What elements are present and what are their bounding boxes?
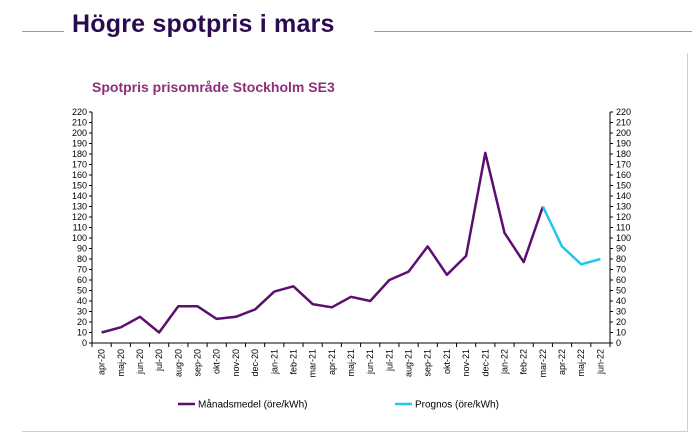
y-tick-label-right: 150	[616, 181, 631, 191]
x-tick-label: dec-20	[250, 349, 260, 377]
y-tick-label-right: 170	[616, 160, 631, 170]
y-tick-label-left: 160	[72, 170, 87, 180]
y-tick-label-left: 70	[77, 265, 87, 275]
y-tick-label-left: 170	[72, 160, 87, 170]
y-tick-label-left: 100	[72, 233, 87, 243]
x-tick-label: mar-22	[538, 349, 548, 378]
x-tick-label: sep-21	[423, 349, 433, 377]
y-tick-label-right: 140	[616, 191, 631, 201]
y-tick-label-left: 110	[73, 223, 87, 233]
x-tick-label: feb-22	[519, 349, 529, 375]
x-tick-label: okt-20	[212, 349, 222, 374]
x-tick-label: jul-21	[384, 349, 394, 372]
x-tick-label: apr-22	[557, 349, 567, 375]
y-tick-label-right: 160	[616, 170, 631, 180]
x-tick-label: jan-21	[269, 349, 279, 375]
y-tick-label-right: 20	[616, 317, 626, 327]
x-tick-label: okt-21	[442, 349, 452, 374]
y-tick-label-right: 220	[616, 107, 631, 117]
y-tick-label-left: 50	[77, 286, 87, 296]
page-headline: Högre spotpris i mars	[72, 10, 335, 38]
y-tick-label-right: 120	[616, 212, 631, 222]
x-tick-label: apr-21	[327, 349, 337, 375]
x-tick-label: sep-20	[193, 349, 203, 377]
x-tick-label: jun-22	[595, 349, 605, 375]
chart-frame	[22, 53, 688, 432]
x-tick-label: feb-21	[288, 349, 298, 375]
y-tick-label-right: 100	[616, 233, 631, 243]
x-tick-label: jan-22	[499, 349, 509, 375]
headline-rule-left	[22, 31, 64, 32]
x-tick-label: maj-20	[116, 349, 126, 377]
y-tick-label-left: 180	[72, 149, 87, 159]
x-tick-label: nov-20	[231, 349, 241, 377]
y-tick-label-right: 110	[616, 223, 630, 233]
y-tick-label-left: 40	[77, 296, 87, 306]
x-tick-label: apr-20	[97, 349, 107, 375]
y-tick-label-left: 20	[77, 317, 87, 327]
y-tick-label-right: 180	[616, 149, 631, 159]
y-tick-label-right: 30	[616, 307, 626, 317]
x-tick-label: mar-21	[308, 349, 318, 378]
y-tick-label-right: 70	[616, 265, 626, 275]
y-tick-label-left: 190	[72, 139, 87, 149]
y-tick-label-left: 150	[72, 181, 87, 191]
y-tick-label-right: 10	[616, 328, 626, 338]
y-tick-label-right: 90	[616, 244, 626, 254]
series-line-manadsmedel	[101, 151, 545, 334]
x-tick-label: aug-20	[173, 349, 183, 377]
y-tick-label-left: 200	[72, 128, 87, 138]
y-tick-label-left: 30	[77, 307, 87, 317]
x-tick-label: jul-20	[154, 349, 164, 372]
y-tick-label-right: 0	[616, 338, 621, 348]
y-tick-label-left: 80	[77, 254, 87, 264]
x-tick-label: aug-21	[404, 349, 414, 377]
y-tick-label-left: 0	[82, 338, 87, 348]
x-tick-label: maj-21	[346, 349, 356, 377]
y-tick-label-right: 200	[616, 128, 631, 138]
x-tick-label: dec-21	[480, 349, 490, 377]
chart-title: Spotpris prisområde Stockholm SE3	[92, 79, 335, 95]
x-tick-label: maj-22	[576, 349, 586, 377]
y-tick-label-left: 140	[72, 191, 87, 201]
y-tick-label-right: 80	[616, 254, 626, 264]
series-line-prognos	[541, 205, 601, 266]
y-tick-label-right: 130	[616, 202, 631, 212]
legend-label: Prognos (öre/kWh)	[415, 400, 499, 411]
x-tick-label: jun-21	[365, 349, 375, 375]
y-tick-label-left: 210	[72, 118, 87, 128]
x-tick-label: jun-20	[135, 349, 145, 375]
y-tick-label-right: 210	[616, 118, 631, 128]
y-tick-label-left: 120	[72, 212, 87, 222]
y-tick-label-left: 60	[77, 275, 87, 285]
headline-rule-right	[374, 31, 692, 32]
y-tick-label-right: 50	[616, 286, 626, 296]
y-tick-label-left: 10	[77, 328, 87, 338]
y-tick-label-right: 190	[616, 139, 631, 149]
legend-label: Månadsmedel (öre/kWh)	[198, 399, 307, 411]
y-tick-label-left: 130	[72, 202, 87, 212]
y-tick-label-left: 90	[77, 244, 87, 254]
y-tick-label-right: 40	[616, 296, 626, 306]
x-tick-label: nov-21	[461, 349, 471, 377]
y-tick-label-left: 220	[72, 107, 87, 117]
y-tick-label-right: 60	[616, 275, 626, 285]
